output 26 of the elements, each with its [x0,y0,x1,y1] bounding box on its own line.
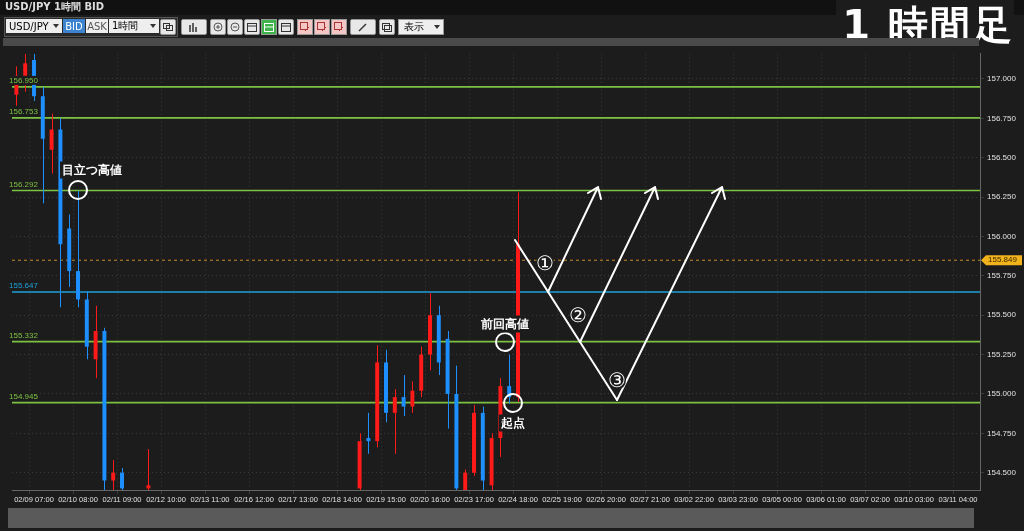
y-tick-label: 156.250 [987,192,1017,202]
text: 1時間 [109,19,159,33]
ref-line-label: 155.332 [9,330,39,340]
text: ASK [86,19,108,33]
y-tick-label: 156.500 [987,152,1017,162]
text: USD/JPY [6,19,62,33]
y-tick-label: 154.500 [987,467,1017,477]
ref-line-label: 155.849 [988,255,1018,265]
text: BID [63,19,85,33]
ref-line-label: 154.945 [9,391,39,401]
y-tick-label: 157.000 [987,74,1017,84]
annotation: 目立つ高値 [60,161,124,179]
y-tick-label: 155.000 [987,389,1017,399]
annotation: 起点 [499,414,527,432]
chart-subtitle: USD/JPY 1時間 BID [5,0,105,14]
y-tick-label: 156.000 [987,231,1017,241]
ref-line-label: 156.292 [9,179,39,189]
y-tick-label: 155.500 [987,310,1017,320]
text: 表示 [398,19,444,35]
y-tick-label: 155.750 [987,271,1017,281]
y-tick-label: 155.250 [987,349,1017,359]
ref-line-label: 156.950 [9,76,39,86]
ref-line-label: 155.647 [9,281,39,291]
y-tick-label: 156.750 [987,113,1017,123]
y-tick-label: 154.750 [987,428,1017,438]
ref-line-label: 156.753 [9,107,39,117]
